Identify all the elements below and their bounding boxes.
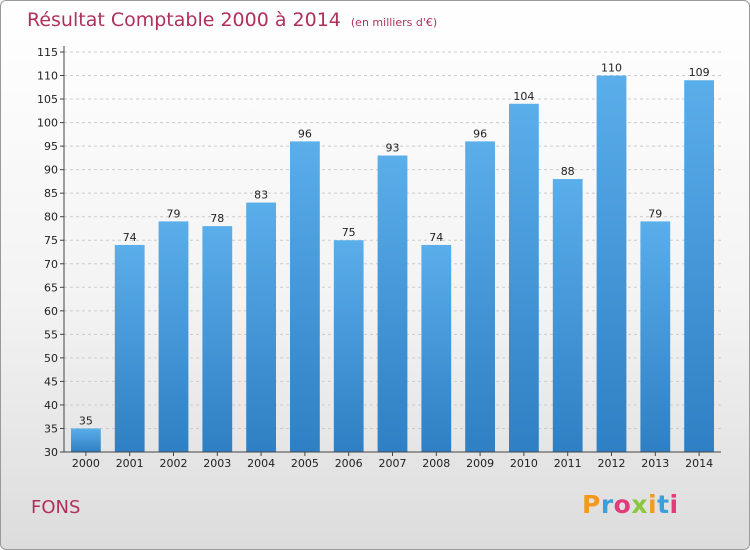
bar xyxy=(246,202,276,452)
y-tick-label: 45 xyxy=(44,375,58,388)
bar xyxy=(421,244,452,452)
y-tick-label: 70 xyxy=(44,258,58,271)
bar xyxy=(158,221,189,452)
x-tick-label: 2001 xyxy=(116,457,144,470)
x-tick-label: 2002 xyxy=(160,457,188,470)
bar-value-label: 35 xyxy=(79,414,93,427)
y-tick-label: 85 xyxy=(44,187,58,200)
x-tick-label: 2003 xyxy=(203,457,231,470)
bar-value-label: 110 xyxy=(601,62,622,75)
chart-title: Résultat Comptable 2000 à 2014 (en millie… xyxy=(27,9,437,31)
bars: 35 74 79 78 83 96 75 93 74 96 104 88 110 79 109 xyxy=(71,62,714,453)
logo-letter: x xyxy=(631,490,648,519)
bar-value-label: 109 xyxy=(689,66,710,79)
y-tick-label: 115 xyxy=(37,46,58,59)
x-tick-label: 2014 xyxy=(685,457,713,470)
bar-value-label: 96 xyxy=(473,127,487,140)
x-tick-label: 2010 xyxy=(510,457,538,470)
y-tick-label: 100 xyxy=(37,117,58,130)
bar xyxy=(684,80,714,452)
bar-value-label: 83 xyxy=(254,189,268,202)
x-tick-label: 2006 xyxy=(335,457,363,470)
x-tick-label: 2012 xyxy=(598,457,626,470)
bar-value-label: 75 xyxy=(342,226,356,239)
logo-letter: i xyxy=(648,490,658,519)
bar xyxy=(333,240,364,452)
y-tick-label: 75 xyxy=(44,234,58,247)
bar-value-label: 79 xyxy=(648,207,662,220)
x-tick-label: 2009 xyxy=(466,457,494,470)
y-tick-label: 90 xyxy=(44,164,58,177)
bar xyxy=(509,103,539,452)
y-tick-label: 50 xyxy=(44,352,58,365)
bar xyxy=(640,221,671,452)
x-tick-label: 2007 xyxy=(379,457,407,470)
y-tick-label: 55 xyxy=(44,328,58,341)
bar-value-label: 96 xyxy=(298,127,312,140)
bar xyxy=(290,141,320,453)
logo-letter: i xyxy=(669,490,679,519)
x-tick-label: 2011 xyxy=(554,457,582,470)
y-tick-label: 80 xyxy=(44,211,58,224)
bar xyxy=(596,75,627,452)
x-tick-label: 2005 xyxy=(291,457,319,470)
logo-letter: t xyxy=(657,490,670,519)
bar-value-label: 93 xyxy=(386,142,400,155)
x-tick-label: 2004 xyxy=(247,457,275,470)
y-tick-label: 95 xyxy=(44,140,58,153)
bar xyxy=(465,141,495,453)
logo-letter: r xyxy=(600,490,614,519)
y-tick-label: 65 xyxy=(44,281,58,294)
bar-value-label: 88 xyxy=(561,165,575,178)
x-tick-label: 2000 xyxy=(72,457,100,470)
logo-letter: P xyxy=(582,490,601,519)
bar-value-label: 74 xyxy=(429,231,443,244)
y-tick-label: 40 xyxy=(44,399,58,412)
bar-value-label: 104 xyxy=(513,90,534,103)
y-tick-label: 30 xyxy=(44,446,58,459)
proxiti-logo: Proxiti xyxy=(582,490,679,519)
bar-value-label: 78 xyxy=(210,212,224,225)
bar xyxy=(552,179,583,452)
bar xyxy=(114,244,145,452)
y-tick-label: 35 xyxy=(44,422,58,435)
logo-letter: o xyxy=(613,490,632,519)
y-tick-label: 105 xyxy=(37,93,58,106)
chart-title-text: Résultat Comptable 2000 à 2014 xyxy=(27,9,341,31)
commune-name: FONS xyxy=(31,497,81,518)
bar xyxy=(71,428,101,452)
x-tick-label: 2008 xyxy=(422,457,450,470)
bar xyxy=(377,155,408,452)
chart-subtitle: (en milliers d'€) xyxy=(350,16,438,29)
x-tick-label: 2013 xyxy=(641,457,669,470)
bar-value-label: 74 xyxy=(123,231,137,244)
y-tick-label: 110 xyxy=(37,70,58,83)
bar-value-label: 79 xyxy=(167,207,181,220)
axes: 30 35 40 45 50 55 60 65 70 75 80 85 90 95 100 105 110 115… xyxy=(37,46,721,470)
y-tick-label: 60 xyxy=(44,305,58,318)
bar xyxy=(202,226,233,452)
